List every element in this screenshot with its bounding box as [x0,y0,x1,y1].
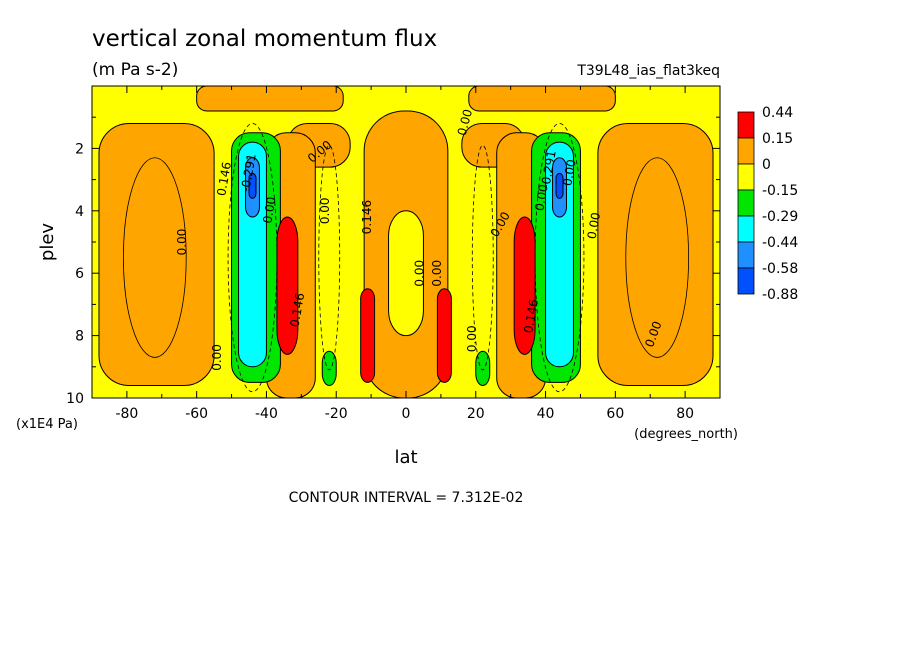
contour-label: 0.146 [288,292,308,328]
y-tick-label: 4 [75,204,84,220]
band-positive-strong-sm [360,288,376,383]
band-positive-strong-north [513,216,536,355]
contour-label: 0.00 [560,158,578,187]
x-tick-label: -80 [115,406,138,422]
color-legend: 0.44 0.15 0 -0.15 -0.29 -0.44 -0.58 -0.88 [737,105,798,303]
legend-label: -0.44 [762,235,798,251]
contour-line-eq-north [471,144,494,371]
legend-label: -0.58 [762,261,798,277]
contour-label: -0.291 [538,149,559,190]
y-tick-label: 8 [75,329,84,345]
legend-label: 0 [762,157,771,173]
y-axis: 2 4 6 8 10 [66,85,720,407]
contour-label: 0.00 [455,108,475,137]
contour-label: 0.146 [360,200,374,234]
contour-line-eq-south [318,144,341,371]
contour-label: 0.00 [318,197,332,224]
y-tick-label: 6 [75,266,84,282]
contour-lines [123,123,689,393]
legend-swatch [737,189,755,217]
contour-label: 0.00 [175,229,189,256]
x-tick-label: -40 [255,406,278,422]
contour-label: 0.00 [465,325,479,352]
y-axis-units: (x1E4 Pa) [16,417,78,432]
dataset-label: T39L48_ias_flat3keq [576,63,720,79]
band-small-negative-sw [321,350,337,387]
chart-units: (m Pa s-2) [92,60,178,80]
contour-label: 0.00 [260,196,278,225]
band-negative-north-min [555,172,564,199]
y-tick-label: 2 [75,141,84,157]
legend-swatch [737,267,755,295]
contour-interval: CONTOUR INTERVAL = 7.312E-02 [289,490,524,506]
y-axis-label: plev [37,223,58,262]
y-tick-label: 10 [66,391,84,407]
band-negative-south-min [248,172,257,199]
x-axis: -80 -60 -40 -20 0 20 40 60 80 [91,86,721,422]
contour-fills [98,85,714,399]
band-positive-top-left [196,85,344,112]
legend-label: -0.29 [762,209,798,225]
contour-label: 0.00 [210,344,224,371]
x-axis-units: (degrees_north) [634,427,738,442]
x-tick-label: 60 [606,406,624,422]
band-positive-south [98,122,215,387]
contour-label: 0.00 [532,183,550,212]
band-positive-north [597,122,714,387]
band-positive-strong-sm-n [436,288,452,383]
contour-label: 0.146 [521,298,541,334]
contour-line-neg-south [227,123,278,393]
legend-swatch [737,215,755,243]
contour-label: 0.00 [585,211,603,240]
x-tick-label: 0 [402,406,411,422]
legend-label: -0.88 [762,287,798,303]
band-small-negative-ne [475,350,491,387]
legend-label: 0.44 [762,105,793,121]
x-tick-label: -20 [325,406,348,422]
band-positive-strong-south [276,216,299,355]
legend-label: -0.15 [762,183,798,199]
contour-label: 0.00 [430,260,444,287]
contour-line-sw-outer [123,157,187,358]
legend-swatch [737,137,755,165]
x-axis-label: lat [394,447,417,468]
legend-swatch [737,163,755,191]
contour-label: 0.00 [412,260,426,287]
contour-labels: 0.146 -0.2910.000.000.000.1460.000.000.00… [175,108,664,371]
contour-line-neg-north [534,123,585,393]
contour-line-ne-outer [625,157,689,358]
plot-area: 0.146 -0.2910.000.000.000.1460.000.000.00… [91,85,721,399]
contour-label: 0.146 [214,161,234,197]
legend-swatch [737,111,755,139]
x-tick-label: 80 [676,406,694,422]
legend-label: 0.15 [762,131,793,147]
band-neutral-core [388,210,424,337]
x-tick-label: 20 [467,406,485,422]
x-tick-label: 40 [537,406,555,422]
band-positive-top-right [468,85,616,112]
contour-label: -0.291 [238,152,259,193]
x-tick-label: -60 [185,406,208,422]
chart-title: vertical zonal momentum flux [92,26,437,52]
legend-swatch [737,241,755,269]
